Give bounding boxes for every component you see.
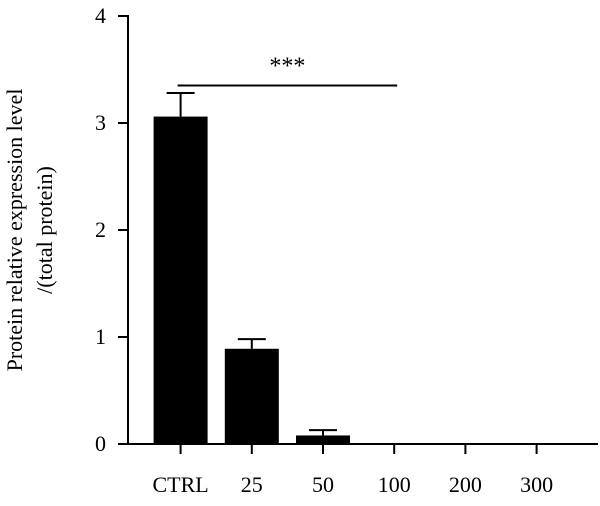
significance-annotation: ***	[177, 54, 398, 87]
y-tick-label: 4	[95, 3, 106, 28]
y-tick-label: 1	[95, 324, 106, 349]
y-tick-label: 0	[95, 431, 106, 456]
y-axis-title-line1: Protein relative expression level	[2, 89, 27, 372]
x-tick-label: 50	[312, 472, 334, 497]
x-tick-label: 300	[520, 472, 553, 497]
y-axis-title: Protein relative expression level /(tota…	[2, 89, 57, 372]
x-axis: CTRL 25 50 100 200 300	[127, 443, 598, 497]
y-axis: 0 1 2 3 4	[95, 3, 129, 456]
bar	[153, 116, 208, 444]
bar	[224, 348, 279, 444]
bars	[153, 116, 350, 444]
y-tick-label: 2	[95, 217, 106, 242]
significance-label: ***	[269, 54, 305, 80]
error-bars	[166, 92, 337, 436]
x-tick-label: 200	[449, 472, 482, 497]
bar	[296, 435, 350, 444]
x-tick-label: CTRL	[152, 472, 208, 497]
y-axis-title-line2: /(total protein)	[32, 166, 57, 294]
y-tick-label: 3	[95, 110, 106, 135]
x-tick-label: 25	[241, 472, 263, 497]
x-tick-label: 100	[378, 472, 411, 497]
